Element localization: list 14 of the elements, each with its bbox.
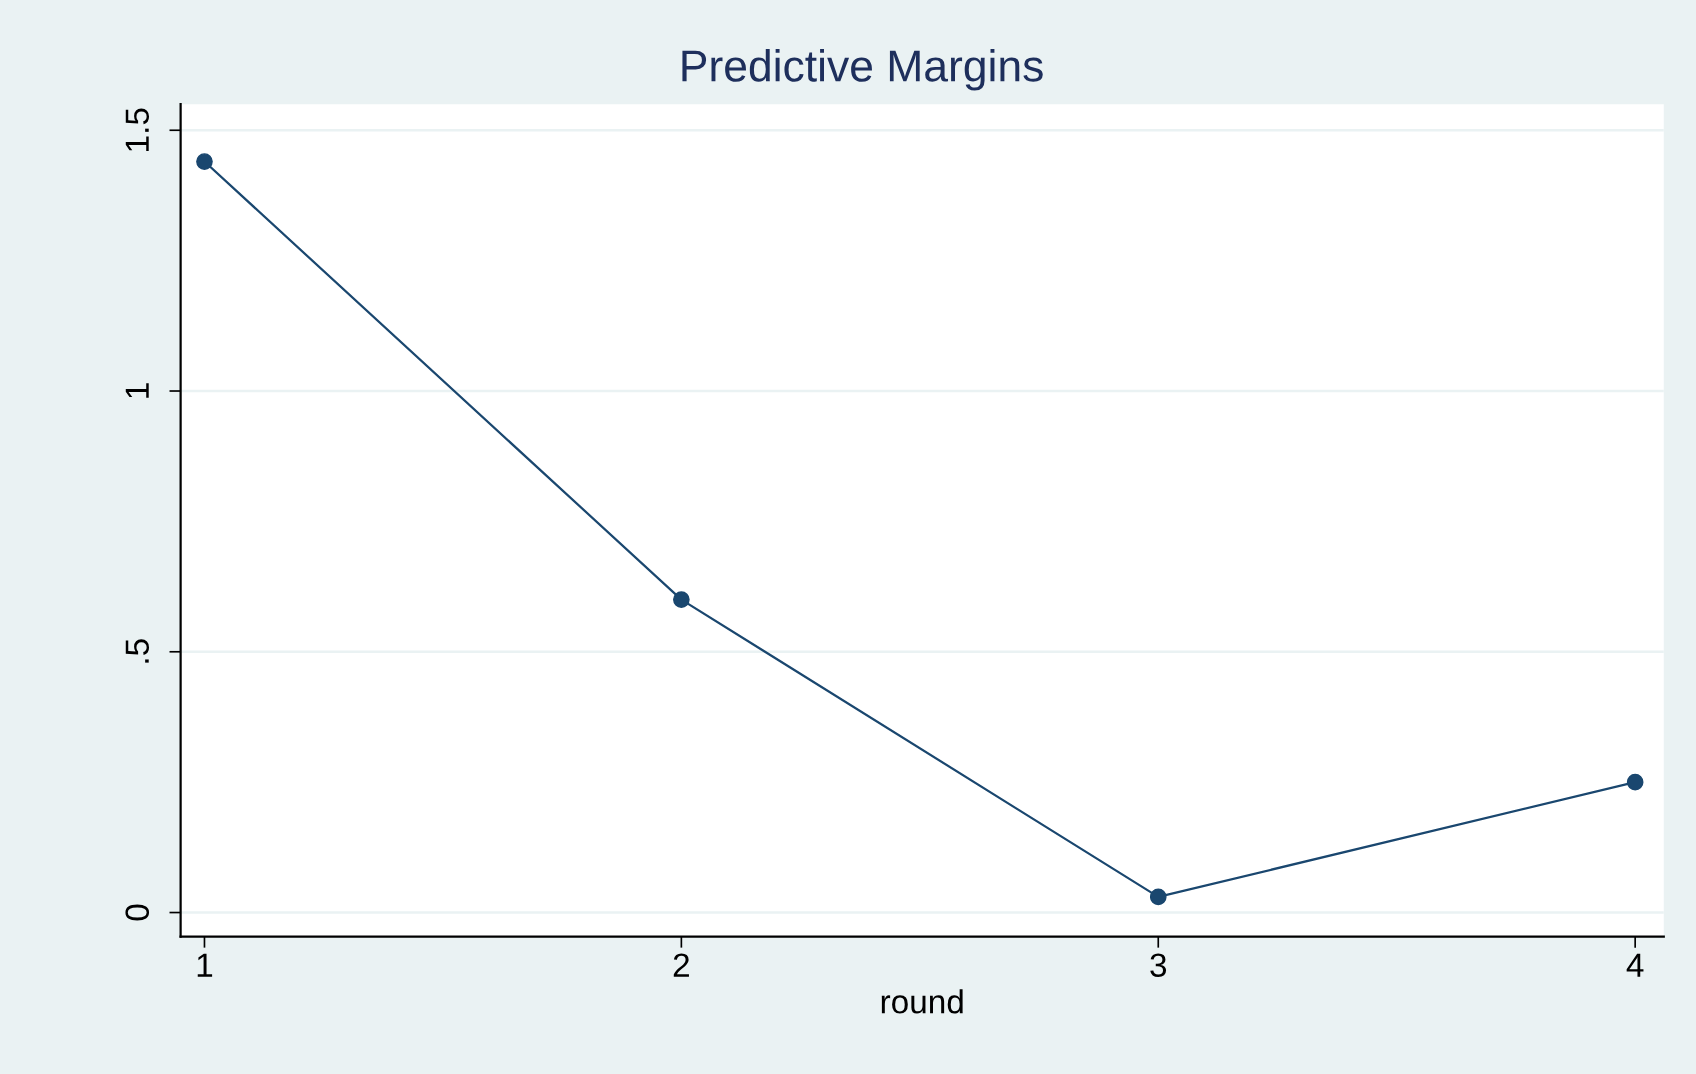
x-tick-label: 3 bbox=[1150, 953, 1167, 977]
point bbox=[196, 153, 213, 170]
y-tick-label: 0 bbox=[125, 904, 150, 921]
point bbox=[1149, 888, 1167, 906]
x-tick-label: 4 bbox=[1626, 953, 1644, 977]
chart-title: Predictive Margins bbox=[682, 49, 1043, 91]
y-tick-label: .5 bbox=[125, 639, 150, 663]
x-tick-label: 2 bbox=[673, 953, 689, 977]
y-tick-label: 1 bbox=[125, 383, 149, 398]
x-axis-title: round bbox=[881, 989, 963, 1014]
y-tick-label: 1.5 bbox=[125, 108, 150, 151]
x-tick-label: 1 bbox=[197, 953, 213, 977]
point bbox=[673, 591, 690, 608]
point bbox=[1626, 773, 1644, 791]
